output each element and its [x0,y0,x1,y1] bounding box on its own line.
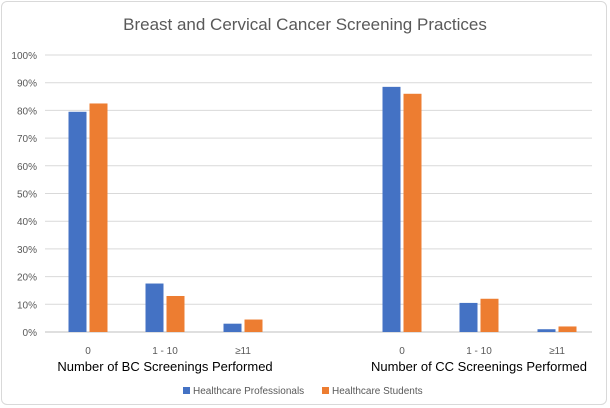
y-tick-label: 40% [17,217,37,228]
y-tick-label: 0% [23,328,38,339]
y-axis-ticks: 0% 10% 20% 30% 40% 50% 60% 70% 80% 90% 100% [11,51,37,339]
gridlines [45,54,592,333]
x-tick-label: 1 - 10 [466,346,492,357]
y-tick-label: 80% [17,106,37,117]
bar-professionals [537,329,556,332]
bar-students [244,319,263,332]
bar-students [480,298,499,332]
legend: Healthcare Professionals Healthcare Stude… [183,386,423,397]
y-tick-label: 30% [17,245,37,256]
x-tick-label: 0 [399,346,405,357]
bar-professionals [223,323,242,332]
bar-students [558,326,577,332]
bar-students [89,103,108,332]
bar-professionals [382,86,401,332]
y-tick-label: 20% [17,273,37,284]
x-axis-ticks: 0 1 - 10 ≥11 0 1 - 10 ≥11 [85,346,565,357]
bar-professionals [459,302,478,332]
bars [68,86,577,332]
chart-title: Breast and Cervical Cancer Screening Pra… [123,15,487,34]
bar-professionals [145,283,164,332]
y-tick-label: 50% [17,190,37,201]
bar-students [166,295,185,332]
x-tick-label: ≥11 [549,346,565,357]
x-tick-label: 0 [85,346,91,357]
y-tick-label: 90% [17,79,37,90]
x-axis-label-bc: Number of BC Screenings Performed [57,359,272,374]
bar-professionals [68,111,87,332]
x-axis-label-cc: Number of CC Screenings Performed [371,359,587,374]
legend-swatch [183,387,190,394]
legend-label: Healthcare Students [332,386,423,397]
y-tick-label: 100% [11,51,37,62]
y-tick-label: 70% [17,134,37,145]
y-tick-label: 10% [17,300,37,311]
x-tick-label: ≥11 [235,346,251,357]
x-tick-label: 1 - 10 [152,346,178,357]
legend-label: Healthcare Professionals [193,386,304,397]
y-tick-label: 60% [17,162,37,173]
legend-swatch [322,387,329,394]
bar-students [403,93,422,332]
